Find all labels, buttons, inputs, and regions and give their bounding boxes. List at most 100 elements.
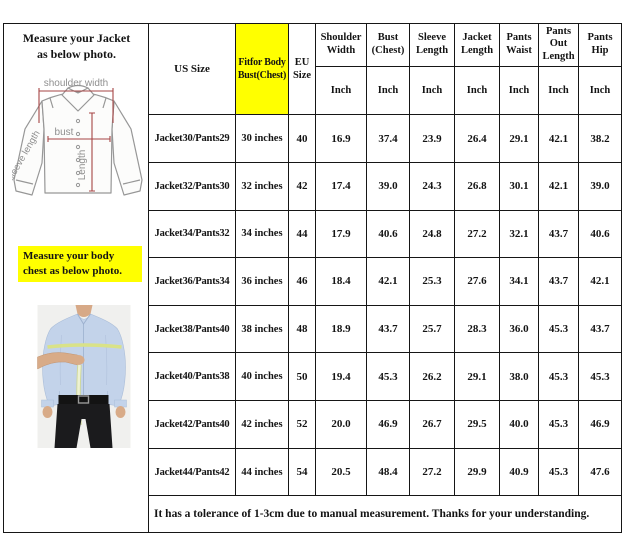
- eu-size-cell: 42: [288, 161, 316, 211]
- size-chart: Measure your Jacket as below photo.: [3, 22, 622, 533]
- measure-value-cell: 45.3: [538, 352, 579, 402]
- measure-value-cell: 45.3: [538, 400, 579, 449]
- unit-cell: Inch: [538, 65, 579, 116]
- chest-measure-photo: [37, 305, 131, 448]
- unit-cell: Inch: [578, 65, 622, 116]
- measure-value-cell: 29.9: [454, 447, 500, 497]
- measure-value-cell: 26.2: [409, 352, 455, 402]
- measure-value-cell: 38.0: [499, 352, 539, 402]
- measure-value-cell: 43.7: [578, 304, 622, 354]
- eu-size-cell: 52: [288, 400, 316, 449]
- unit-cell: Inch: [454, 65, 500, 116]
- measure-value-cell: 46.9: [366, 400, 410, 449]
- measure-value-cell: 29.5: [454, 400, 500, 449]
- tolerance-note-row: It has a tolerance of 1-3cm due to manua…: [4, 495, 622, 533]
- measure-value-cell: 46.9: [578, 400, 622, 449]
- measure-value-cell: 43.7: [366, 304, 410, 354]
- measure-value-cell: 25.3: [409, 257, 455, 306]
- measure-value-cell: 26.4: [454, 114, 500, 163]
- measure-value-cell: 26.7: [409, 400, 455, 449]
- size-table-body: Measure your Jacket as below photo.: [3, 22, 622, 533]
- fit-bust-cell: 40 inches: [235, 352, 289, 402]
- us-size-cell: Jacket32/Pants30: [148, 161, 236, 211]
- measure-value-cell: 45.3: [538, 304, 579, 354]
- fit-bust-cell: 42 inches: [235, 400, 289, 449]
- size-row: Jacket44/Pants42 44 inches 54 20.5 48.4 …: [4, 447, 622, 497]
- measure-value-cell: 42.1: [578, 257, 622, 306]
- bust-label: bust: [55, 127, 74, 138]
- us-size-cell: Jacket42/Pants40: [148, 400, 236, 449]
- col-header-us-size: US Size: [148, 22, 236, 116]
- fit-bust-cell: 36 inches: [235, 257, 289, 306]
- eu-size-cell: 54: [288, 447, 316, 497]
- measure-value-cell: 17.9: [315, 209, 367, 259]
- col-header-pants-out-length: Pants Out Length: [538, 23, 579, 67]
- fit-bust-cell: 32 inches: [235, 161, 289, 211]
- eu-size-cell: 44: [288, 209, 316, 259]
- jacket-measure-note: Measure your Jacket as below photo.: [22, 31, 131, 61]
- measure-value-cell: 17.4: [315, 161, 367, 211]
- measure-value-cell: 40.9: [499, 447, 539, 497]
- measure-value-cell: 36.0: [499, 304, 539, 354]
- us-size-cell: Jacket40/Pants38: [148, 352, 236, 402]
- us-size-cell: Jacket30/Pants29: [148, 114, 236, 163]
- measure-value-cell: 18.9: [315, 304, 367, 354]
- size-row: Jacket30/Pants29 30 inches 40 16.9 37.4 …: [4, 114, 622, 163]
- measure-value-cell: 24.3: [409, 161, 455, 211]
- measure-value-cell: 27.2: [409, 447, 455, 497]
- measure-value-cell: 34.1: [499, 257, 539, 306]
- measure-value-cell: 38.2: [578, 114, 622, 163]
- fit-bust-cell: 38 inches: [235, 304, 289, 354]
- size-row: Jacket32/Pants30 32 inches 42 17.4 39.0 …: [4, 161, 622, 211]
- measure-value-cell: 20.0: [315, 400, 367, 449]
- measure-value-cell: 26.8: [454, 161, 500, 211]
- measure-value-cell: 28.3: [454, 304, 500, 354]
- measure-value-cell: 45.3: [538, 447, 579, 497]
- measure-value-cell: 23.9: [409, 114, 455, 163]
- col-header-bust-chest: Bust (Chest): [366, 23, 410, 67]
- fit-bust-cell: 44 inches: [235, 447, 289, 497]
- measure-value-cell: 20.5: [315, 447, 367, 497]
- size-row: Jacket38/Pants40 38 inches 48 18.9 43.7 …: [4, 304, 622, 354]
- tolerance-note: It has a tolerance of 1-3cm due to manua…: [148, 495, 622, 533]
- measure-value-cell: 43.7: [538, 257, 579, 306]
- col-header-eu-size: EU Size: [288, 22, 316, 116]
- measure-value-cell: 25.7: [409, 304, 455, 354]
- length-label: Length: [77, 150, 88, 181]
- col-header-pants-waist: Pants Waist: [499, 23, 539, 67]
- measure-value-cell: 43.7: [538, 209, 579, 259]
- measure-value-cell: 42.1: [538, 161, 579, 211]
- size-row: Jacket42/Pants40 42 inches 52 20.0 46.9 …: [4, 400, 622, 449]
- unit-cell: Inch: [409, 65, 455, 116]
- eu-size-cell: 40: [288, 114, 316, 163]
- col-header-sleeve-length: Sleeve Length: [409, 23, 455, 67]
- chest-measure-note: Measure your body chest as below photo.: [18, 246, 142, 282]
- us-size-cell: Jacket44/Pants42: [148, 447, 236, 497]
- measure-value-cell: 48.4: [366, 447, 410, 497]
- eu-size-cell: 50: [288, 352, 316, 402]
- col-header-shoulder-width: Shoulder Width: [315, 23, 367, 67]
- size-table: Measure your Jacket as below photo.: [3, 22, 622, 533]
- measure-value-cell: 40.0: [499, 400, 539, 449]
- measure-value-cell: 16.9: [315, 114, 367, 163]
- us-size-cell: Jacket36/Pants34: [148, 257, 236, 306]
- size-row: Jacket36/Pants34 36 inches 46 18.4 42.1 …: [4, 257, 622, 306]
- us-size-cell: Jacket38/Pants40: [148, 304, 236, 354]
- jacket-diagram: shoulder width sleeve length bust Length: [12, 78, 143, 196]
- unit-cell: Inch: [315, 65, 367, 116]
- measure-value-cell: 19.4: [315, 352, 367, 402]
- col-header-pants-hip: Pants Hip: [578, 23, 622, 67]
- us-size-cell: Jacket34/Pants32: [148, 209, 236, 259]
- measure-value-cell: 37.4: [366, 114, 410, 163]
- measure-value-cell: 27.6: [454, 257, 500, 306]
- col-header-fit-body-bust: Fitfor Body Bust(Chest): [235, 22, 289, 116]
- shoulder-width-label: shoulder width: [44, 78, 108, 89]
- eu-size-cell: 46: [288, 257, 316, 306]
- measure-value-cell: 29.1: [454, 352, 500, 402]
- measure-value-cell: 42.1: [538, 114, 579, 163]
- col-header-jacket-length: Jacket Length: [454, 23, 500, 67]
- fit-bust-cell: 30 inches: [235, 114, 289, 163]
- measure-value-cell: 39.0: [578, 161, 622, 211]
- measure-value-cell: 39.0: [366, 161, 410, 211]
- size-row: Jacket40/Pants38 40 inches 50 19.4 45.3 …: [4, 352, 622, 402]
